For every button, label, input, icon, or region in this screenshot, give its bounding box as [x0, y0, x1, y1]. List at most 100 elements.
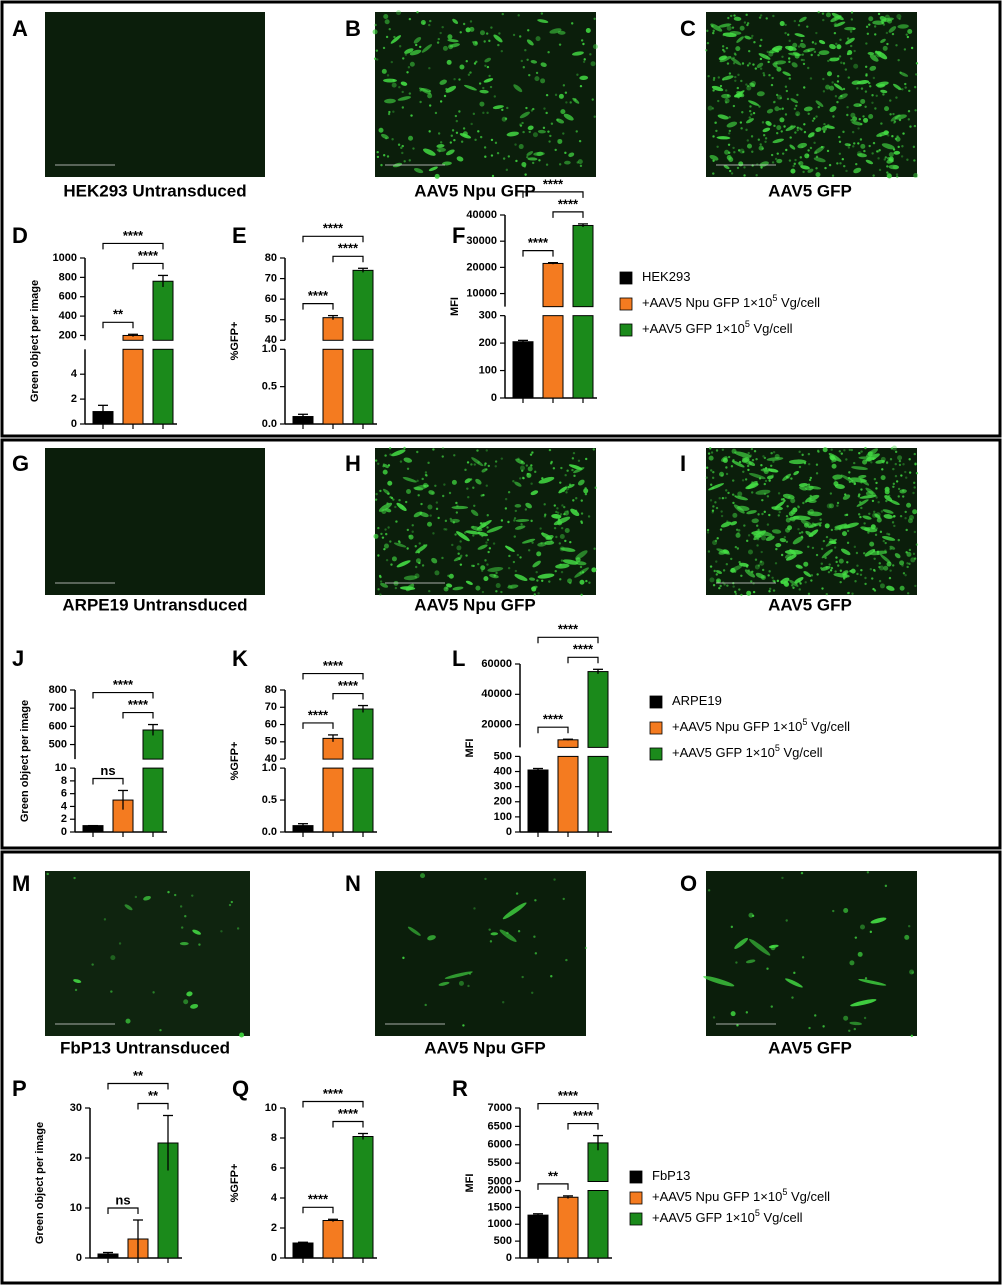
cell — [816, 573, 819, 576]
cell — [725, 46, 729, 50]
cell — [792, 515, 811, 521]
cell — [784, 85, 788, 88]
cell — [459, 563, 463, 566]
cell — [900, 155, 904, 158]
cell — [408, 17, 412, 21]
cell — [394, 586, 398, 590]
cell — [732, 62, 736, 65]
cell — [514, 525, 526, 530]
significance-bracket — [137, 1102, 169, 1110]
cell — [588, 581, 591, 584]
y-tick-label: 10000 — [466, 287, 497, 299]
cell — [384, 98, 396, 104]
cell — [804, 153, 810, 159]
cell — [429, 514, 432, 517]
cell — [746, 510, 757, 515]
cell — [191, 894, 194, 897]
cell — [563, 510, 569, 516]
cell — [558, 163, 562, 166]
cell — [547, 51, 550, 54]
y-tick-label: 500 — [494, 1235, 512, 1247]
cell — [863, 117, 869, 123]
cell — [514, 569, 518, 573]
cell — [783, 125, 786, 128]
cell — [520, 523, 523, 526]
cell — [515, 892, 519, 895]
cell — [560, 559, 564, 562]
cell — [902, 495, 905, 498]
cell — [766, 523, 770, 526]
cell — [896, 14, 902, 20]
cell — [836, 162, 839, 165]
cell — [387, 480, 393, 486]
cell — [863, 1016, 867, 1020]
cell — [380, 582, 389, 588]
cell — [708, 455, 714, 461]
cell — [892, 482, 896, 486]
cell — [490, 26, 493, 29]
cell — [759, 67, 763, 70]
cell — [907, 518, 913, 524]
cell — [579, 84, 583, 88]
cell — [793, 19, 797, 23]
cell — [898, 17, 901, 21]
cell — [822, 1025, 825, 1028]
cell — [561, 504, 564, 507]
cell — [525, 106, 528, 110]
cell — [764, 140, 767, 143]
cell — [788, 459, 807, 465]
cell — [392, 110, 395, 113]
cell — [736, 36, 744, 43]
cell — [705, 476, 708, 479]
cell — [473, 907, 476, 910]
cell — [388, 110, 391, 114]
cell — [447, 38, 459, 43]
cell — [474, 138, 477, 142]
cell — [889, 569, 892, 572]
cell — [884, 156, 888, 159]
cell — [865, 453, 880, 462]
cell — [859, 573, 863, 576]
cell — [442, 45, 448, 51]
cell — [907, 925, 911, 928]
cell — [553, 526, 557, 530]
cell — [584, 492, 588, 496]
cell — [564, 527, 570, 533]
cell — [464, 478, 471, 484]
cell — [564, 151, 567, 155]
significance-bracket — [102, 242, 164, 250]
cell — [572, 499, 575, 502]
cell — [882, 23, 886, 26]
cell — [580, 520, 583, 523]
cell — [781, 876, 784, 880]
cell — [753, 450, 757, 453]
cell — [466, 461, 470, 464]
cell — [865, 74, 868, 77]
cell — [714, 501, 717, 504]
cell — [834, 22, 837, 25]
cell — [560, 526, 564, 530]
cell — [159, 1028, 162, 1032]
cell — [556, 118, 565, 124]
cell — [722, 569, 726, 572]
cell — [892, 467, 895, 471]
cell — [756, 544, 759, 547]
cell — [490, 138, 494, 142]
cell — [575, 550, 588, 560]
cell — [725, 472, 729, 476]
cell — [880, 475, 886, 481]
cell — [864, 977, 868, 980]
cell — [913, 557, 917, 560]
cell — [757, 564, 761, 567]
legend-name: +AAV5 Npu GFP 1×10 — [652, 1189, 782, 1204]
cell — [912, 552, 916, 556]
cell — [482, 86, 485, 90]
cell — [535, 570, 538, 574]
cell — [455, 119, 459, 123]
y-tick-label: 60000 — [481, 658, 512, 670]
cell — [884, 106, 890, 112]
cell — [886, 171, 889, 174]
cell — [873, 25, 877, 28]
cell — [899, 489, 907, 494]
cell — [465, 27, 471, 33]
